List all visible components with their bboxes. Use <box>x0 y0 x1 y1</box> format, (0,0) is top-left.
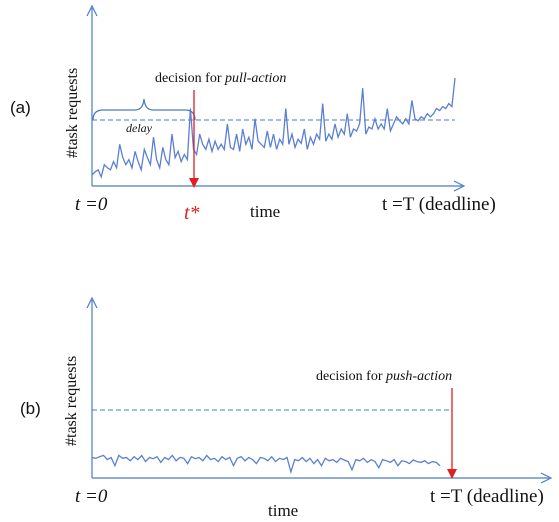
panel-a-delay-label: delay <box>126 121 153 135</box>
panel-a: delay decision for pull-action (a) #task… <box>10 4 496 224</box>
panel-b-decision-label: decision for push-action <box>316 369 452 384</box>
panel-a-deadline-label: t =T (deadline) <box>382 194 496 215</box>
panel-b-label: (b) <box>20 399 41 418</box>
panel-b-ylabel: #task requests <box>63 356 80 446</box>
panel-b-decision-arrowhead <box>447 469 457 479</box>
panel-a-task-request-series <box>91 77 456 179</box>
panel-b-deadline-label: t =T (deadline) <box>430 486 544 507</box>
panel-b-xlabel: time <box>268 501 298 520</box>
panel-a-tstar-label: t* <box>184 202 200 224</box>
panel-a-label: (a) <box>10 98 31 117</box>
panel-b-task-request-series <box>91 454 441 475</box>
panel-a-ylabel: #task requests <box>64 68 81 158</box>
panel-a-x-arrowhead <box>453 180 466 192</box>
panel-a-t0-label: t =0 <box>75 194 108 215</box>
panel-a-decision-arrowhead <box>189 178 199 188</box>
panel-a-decision-label: decision for pull-action <box>155 71 286 86</box>
panel-a-y-arrowhead <box>86 4 98 17</box>
panel-a-delay-brace <box>92 98 196 121</box>
panel-a-xlabel: time <box>250 202 280 221</box>
panel-b-t0-label: t =0 <box>75 486 108 507</box>
panel-b: decision for push-action (b) #task reque… <box>20 296 553 520</box>
panel-b-x-arrowhead <box>540 472 553 484</box>
panel-b-y-arrowhead <box>86 296 98 309</box>
